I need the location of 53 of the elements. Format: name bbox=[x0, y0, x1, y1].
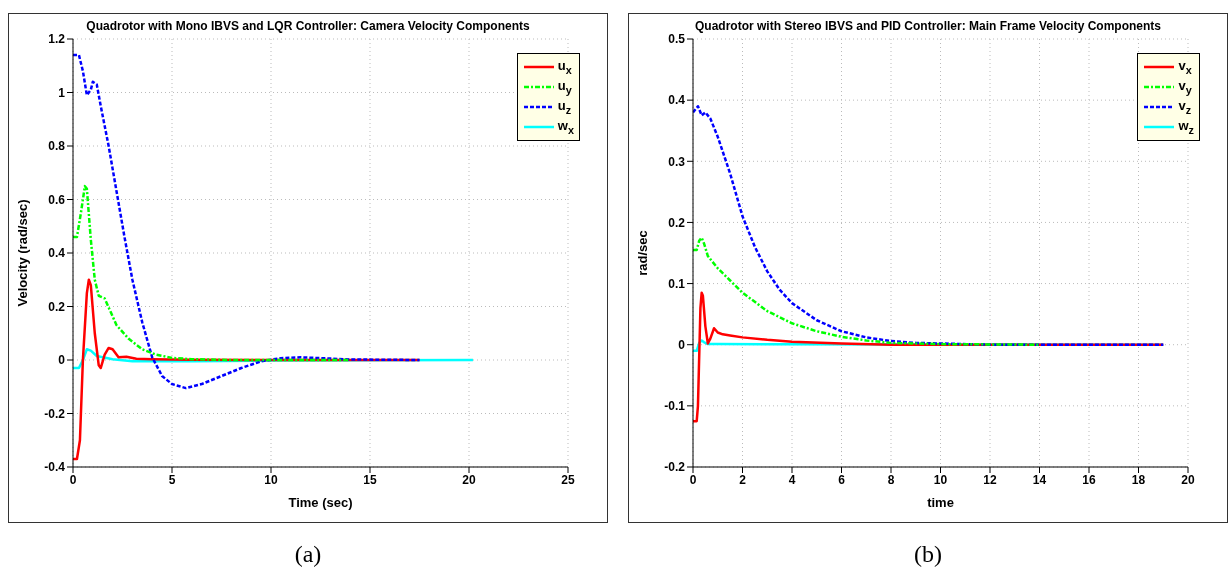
y-tick-label: 0.1 bbox=[668, 276, 686, 291]
x-tick-label: 0 bbox=[69, 472, 77, 487]
legend-label: u$_{z}$ bbox=[557, 98, 572, 116]
x-tick-label: 4 bbox=[788, 472, 796, 487]
x-tick-label: 10 bbox=[264, 472, 278, 487]
x-tick-label: 12 bbox=[983, 472, 997, 487]
x-tick-label: 20 bbox=[462, 472, 476, 487]
x-tick-label: 0 bbox=[689, 472, 697, 487]
x-tick-label: 14 bbox=[1032, 472, 1047, 487]
x-tick-label: 6 bbox=[838, 472, 846, 487]
y-tick-label: 0.2 bbox=[48, 299, 66, 314]
x-tick-label: 10 bbox=[933, 472, 948, 487]
legend-label: w$_{z}$ bbox=[1178, 118, 1194, 136]
y-tick-label: -0.2 bbox=[44, 406, 66, 421]
x-tick-label: 2 bbox=[739, 472, 747, 487]
y-axis-title: Velocity (rad/sec) bbox=[14, 199, 30, 307]
x-tick-label: 5 bbox=[168, 472, 176, 487]
y-tick-label: 0.5 bbox=[668, 32, 686, 47]
y-tick-label: 0.4 bbox=[668, 93, 686, 108]
y-tick-label: 0.8 bbox=[48, 139, 66, 154]
legend-label: v$_{x}$ bbox=[1178, 58, 1192, 76]
line-series bbox=[693, 236, 1041, 346]
y-tick-label: 1.2 bbox=[48, 32, 66, 47]
x-tick-label: 20 bbox=[1181, 472, 1195, 487]
legend-label: u$_{y}$ bbox=[557, 78, 572, 96]
y-tick-label: -0.4 bbox=[44, 460, 66, 475]
y-tick-label: 0.3 bbox=[668, 154, 686, 169]
x-tick-label: 25 bbox=[561, 472, 575, 487]
y-tick-label: -0.2 bbox=[664, 460, 686, 475]
y-tick-label: 1 bbox=[58, 85, 66, 100]
x-axis-title: time bbox=[927, 495, 954, 510]
chart-title: Quadrotor with Mono IBVS and LQR Controller: Camera Velocity Components bbox=[85, 19, 531, 33]
y-tick-label: 0 bbox=[678, 337, 686, 352]
y-tick-label: 0 bbox=[58, 353, 66, 368]
x-tick-label: 15 bbox=[363, 472, 377, 487]
y-tick-label: 0.4 bbox=[48, 246, 66, 261]
y-tick-label: 0.6 bbox=[48, 192, 66, 207]
y-tick-label: -0.1 bbox=[664, 399, 686, 414]
x-axis-title: Time (sec) bbox=[288, 495, 353, 510]
legend-label: u$_{x}$ bbox=[557, 58, 572, 76]
chart-title: Quadrotor with Stereo IBVS and PID Controller: Main Frame Velocity Components bbox=[693, 19, 1163, 33]
x-tick-label: 16 bbox=[1082, 472, 1096, 487]
legend-label: v$_{z}$ bbox=[1178, 98, 1192, 116]
line-series bbox=[693, 105, 1165, 346]
x-tick-label: 18 bbox=[1131, 472, 1146, 487]
text: (b) bbox=[913, 541, 943, 568]
x-tick-label: 8 bbox=[887, 472, 895, 487]
text: (a) bbox=[293, 541, 323, 568]
legend-label: v$_{y}$ bbox=[1178, 78, 1192, 96]
y-tick-label: 0.2 bbox=[668, 215, 686, 230]
y-axis-title: rad/sec bbox=[634, 230, 650, 276]
legend-label: w$_{x}$ bbox=[557, 118, 574, 136]
line-series bbox=[73, 53, 421, 390]
